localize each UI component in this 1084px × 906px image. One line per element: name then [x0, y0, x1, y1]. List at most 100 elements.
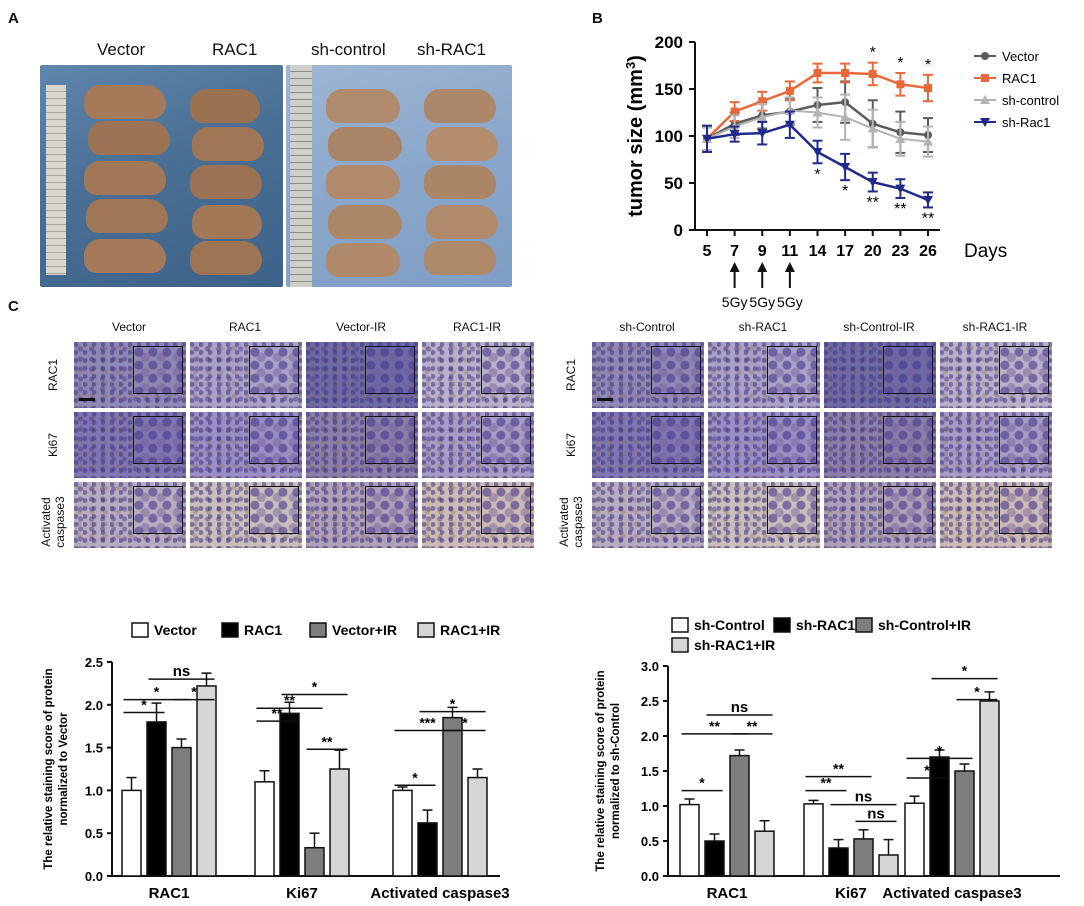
bar — [803, 803, 824, 877]
data-point — [896, 80, 905, 89]
legend-label: RAC1 — [244, 622, 282, 638]
significance-label: ns — [731, 699, 749, 716]
ihc-micrograph — [708, 412, 820, 478]
legend-swatch — [221, 622, 239, 638]
ihc-row-title: RAC1 — [46, 340, 60, 410]
magnified-inset — [481, 346, 531, 394]
radiation-dose-label: 5Gy — [722, 294, 748, 310]
significance-label: ns — [173, 663, 191, 680]
data-point — [730, 107, 739, 116]
ihc-column-title: Vector-IR — [335, 320, 386, 334]
data-point — [895, 184, 906, 194]
ihc-row-title-line1: RAC1 — [564, 359, 578, 392]
legend-swatch — [417, 622, 435, 638]
bar — [878, 854, 899, 877]
magnified-inset — [365, 486, 415, 534]
significance-mark: ** — [894, 201, 906, 218]
ihc-row-title-line1: Activated — [557, 497, 571, 547]
mouse — [424, 241, 496, 275]
category-label: RAC1 — [707, 885, 748, 902]
significance-mark: * — [925, 57, 931, 74]
mouse — [328, 127, 402, 161]
data-point — [813, 69, 822, 78]
radiation-arrowhead — [757, 262, 768, 272]
significance-label: * — [141, 697, 147, 713]
significance-label: * — [699, 775, 705, 791]
legend-marker — [980, 95, 990, 104]
magnified-inset — [651, 346, 701, 394]
mouse-photo-right — [286, 65, 512, 287]
ihc-micrograph — [592, 482, 704, 548]
legend-label: sh-Control — [694, 617, 765, 633]
significance-label: * — [154, 684, 160, 700]
mouse — [190, 165, 262, 199]
significance-label: ** — [833, 761, 844, 777]
y-tick-label: 0.5 — [85, 826, 103, 841]
panel-letter-c: C — [8, 298, 19, 315]
legend-label: sh-RAC1+IR — [694, 637, 775, 653]
ihc-micrograph — [824, 482, 936, 548]
ihc-column-title: Vector — [111, 320, 147, 334]
group-label-vector: Vector — [97, 40, 146, 59]
ihc-row-title-line1: Ki67 — [46, 432, 60, 458]
bar — [828, 847, 849, 877]
radiation-arrowhead — [784, 262, 795, 272]
x-tick-label: 17 — [836, 243, 854, 260]
panel-letter-a: A — [8, 10, 19, 27]
x-tick-label: 11 — [781, 243, 798, 260]
significance-label: * — [462, 714, 468, 730]
ihc-column-title: sh-RAC1 — [738, 320, 788, 334]
ihc-micrograph — [190, 342, 302, 408]
y-tick-label: 1.5 — [641, 764, 659, 779]
significance-label: ns — [867, 805, 885, 822]
legend-marker — [981, 74, 989, 82]
scale-bar — [597, 398, 613, 401]
x-tick-label: 20 — [864, 243, 882, 260]
bar — [853, 838, 874, 877]
data-point — [757, 112, 768, 122]
magnified-inset — [883, 346, 933, 394]
significance-mark: * — [870, 45, 876, 62]
data-point — [867, 178, 878, 188]
category-label: Activated caspase3 — [370, 885, 509, 902]
y-tick-label: 1.0 — [85, 783, 103, 798]
x-tick-label: 7 — [730, 243, 739, 260]
ihc-micrograph — [824, 342, 936, 408]
significance-mark: * — [814, 166, 820, 183]
bar — [929, 756, 950, 877]
ihc-column-title: RAC1 — [228, 320, 261, 334]
ruler — [290, 65, 312, 287]
legend-label: sh-Rac1 — [1002, 115, 1050, 130]
y-tick-label: 0 — [674, 221, 683, 240]
ihc-row-title-line1: Activated — [39, 497, 53, 547]
category-label: Ki67 — [835, 885, 867, 902]
legend-swatch — [671, 617, 689, 633]
significance-label: ** — [272, 705, 283, 721]
magnified-inset — [249, 416, 299, 464]
category-label: RAC1 — [149, 885, 190, 902]
ihc-column-title: sh-Control-IR — [843, 320, 915, 334]
data-point — [840, 163, 851, 173]
significance-mark: * — [842, 183, 848, 200]
mouse — [192, 205, 262, 239]
bar — [279, 712, 300, 877]
significance-label: * — [191, 684, 197, 700]
mouse — [424, 165, 496, 199]
legend-label: sh-control — [1002, 93, 1059, 108]
magnified-inset — [365, 346, 415, 394]
bar — [754, 830, 775, 877]
ihc-micrograph — [940, 482, 1052, 548]
mouse — [84, 161, 166, 195]
y-tick-label: 2.5 — [85, 655, 103, 670]
legend-swatch — [131, 622, 149, 638]
magnified-inset — [133, 416, 183, 464]
ihc-micrograph — [74, 342, 186, 408]
legend-swatch — [671, 637, 689, 653]
data-point — [923, 136, 933, 146]
data-point — [840, 112, 851, 122]
significance-mark: ** — [867, 194, 879, 211]
magnified-inset — [651, 486, 701, 534]
magnified-inset — [999, 486, 1049, 534]
bar — [254, 781, 275, 877]
mouse — [192, 127, 264, 161]
